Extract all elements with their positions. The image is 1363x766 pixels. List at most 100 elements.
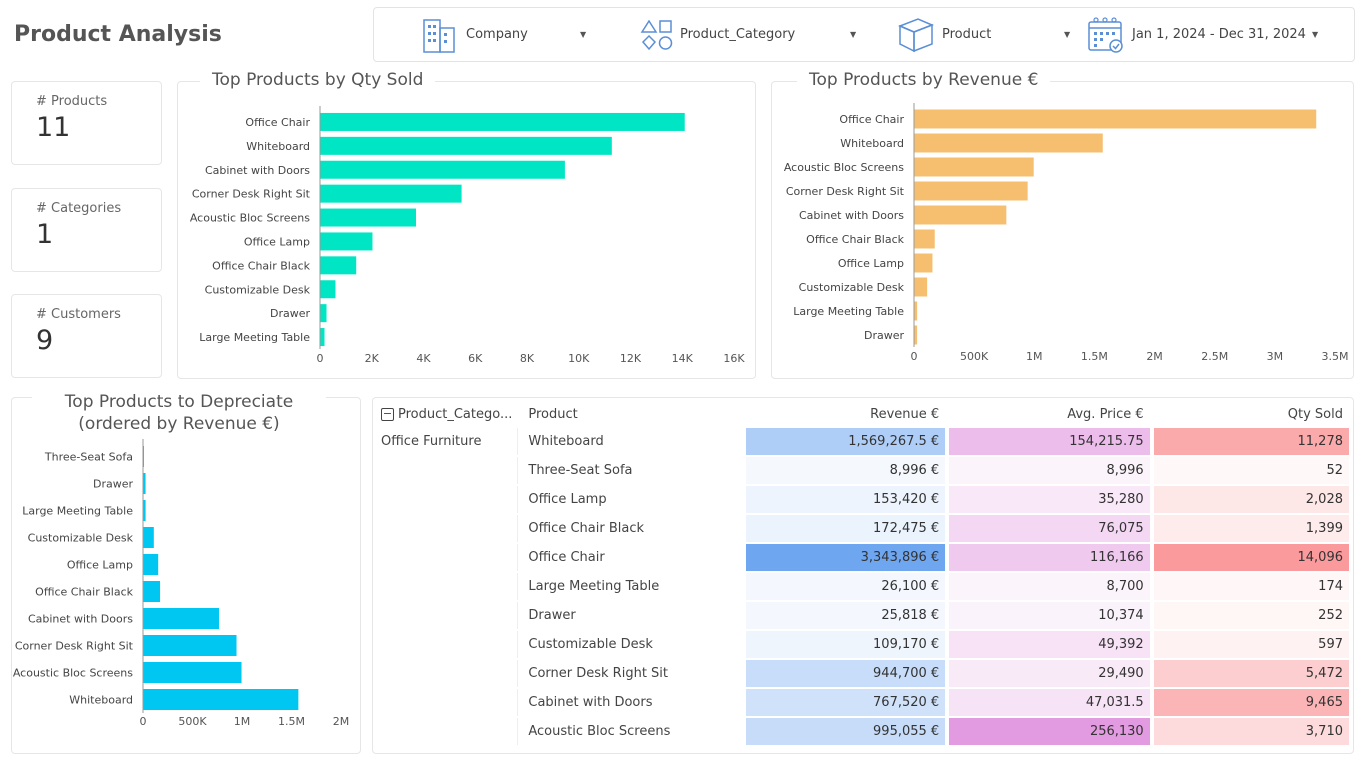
table-row[interactable]: Cabinet with Doors 767,520 €47,031.5 9,465 — [379, 689, 1349, 716]
col-header-qty-sold[interactable]: Qty Sold — [1154, 402, 1349, 426]
bar[interactable] — [143, 689, 298, 710]
category-label: Corner Desk Right Sit — [192, 188, 311, 201]
col-header-product[interactable]: Product — [522, 402, 742, 426]
bar[interactable] — [143, 554, 158, 575]
chevron-down-icon[interactable]: ▼ — [1312, 30, 1318, 39]
category-label: Drawer — [270, 307, 310, 320]
bar[interactable] — [143, 635, 237, 656]
category-label: Acoustic Bloc Screens — [784, 161, 904, 174]
bar[interactable] — [320, 328, 325, 346]
bar[interactable] — [320, 185, 462, 203]
x-tick-label: 1M — [1026, 350, 1043, 363]
bar[interactable] — [320, 161, 565, 179]
x-tick-label: 3M — [1267, 350, 1284, 363]
cell-revenue: 8,996 € — [746, 457, 945, 484]
x-tick-label: 2K — [365, 352, 380, 365]
filter-company[interactable]: Company ▼ — [420, 8, 528, 61]
kpi-customers: # Customers 9 — [11, 294, 162, 378]
bar[interactable] — [914, 230, 935, 249]
bar[interactable] — [914, 110, 1316, 129]
table-row[interactable]: Office Furniture Whiteboard 1,569,267.5 €1… — [379, 428, 1349, 455]
cell-category — [379, 544, 518, 571]
category-label: Office Lamp — [244, 235, 310, 248]
kpi-products: # Products 11 — [11, 81, 162, 165]
bar[interactable] — [143, 581, 160, 602]
bar[interactable] — [320, 209, 416, 227]
bar[interactable] — [914, 134, 1103, 153]
cell-revenue: 172,475 € — [746, 515, 945, 542]
cell-product: Drawer — [522, 602, 742, 629]
cell-category — [379, 486, 518, 513]
cell-qty-sold: 2,028 — [1154, 486, 1349, 513]
table-row[interactable]: Office Lamp 153,420 €35,280 2,028 — [379, 486, 1349, 513]
x-tick-label: 3.5M — [1322, 350, 1349, 363]
category-label: Office Chair — [839, 113, 904, 126]
x-tick-label: 2M — [333, 715, 350, 728]
bar[interactable] — [914, 182, 1028, 201]
category-label: Office Lamp — [67, 559, 133, 572]
bar[interactable] — [320, 304, 327, 322]
x-tick-label: 12K — [620, 352, 642, 365]
filter-product[interactable]: Product ▼ — [896, 8, 991, 61]
revenue-bar-chart: Office Chair Whiteboard Acoustic Bloc Scre… — [772, 82, 1353, 378]
cell-revenue: 153,420 € — [746, 486, 945, 513]
col-header-avg-price[interactable]: Avg. Price € — [949, 402, 1150, 426]
cell-qty-sold: 52 — [1154, 457, 1349, 484]
category-label: Office Chair Black — [806, 233, 904, 246]
table-row[interactable]: Office Chair 3,343,896 €116,166 14,096 — [379, 544, 1349, 571]
chart-depreciate: Three-Seat Sofa Drawer Large Meeting Table… — [11, 397, 361, 754]
bar[interactable] — [143, 527, 154, 548]
cell-qty-sold: 174 — [1154, 573, 1349, 600]
bar[interactable] — [914, 278, 927, 297]
kpi-value: 11 — [36, 112, 70, 143]
x-tick-label: 10K — [568, 352, 590, 365]
bar[interactable] — [143, 608, 219, 629]
cell-revenue: 995,055 € — [746, 718, 945, 745]
x-tick-label: 500K — [178, 715, 207, 728]
filter-product-category[interactable]: Product_Category ▼ — [640, 8, 795, 61]
cell-category — [379, 689, 518, 716]
category-label: Cabinet with Doors — [799, 209, 904, 222]
kpi-label: # Categories — [36, 201, 121, 216]
category-label: Large Meeting Table — [22, 505, 133, 518]
cell-product: Whiteboard — [522, 428, 742, 455]
bar[interactable] — [914, 158, 1034, 177]
table-row[interactable]: Large Meeting Table 26,100 €8,700 174 — [379, 573, 1349, 600]
table-row[interactable]: Drawer 25,818 €10,374 252 — [379, 602, 1349, 629]
col-header-revenue[interactable]: Revenue € — [746, 402, 945, 426]
category-label: Office Lamp — [838, 257, 904, 270]
bar[interactable] — [320, 232, 372, 250]
cell-product: Large Meeting Table — [522, 573, 742, 600]
bar[interactable] — [914, 206, 1006, 225]
category-label: Corner Desk Right Sit — [786, 185, 905, 198]
bar[interactable] — [320, 256, 356, 274]
table-row[interactable]: Corner Desk Right Sit 944,700 €29,490 5,47… — [379, 660, 1349, 687]
bar[interactable] — [320, 280, 335, 298]
bar[interactable] — [914, 254, 932, 273]
table-row[interactable]: Acoustic Bloc Screens 995,055 €256,130 3,7… — [379, 718, 1349, 745]
col-header-label: Product_Catego... — [398, 407, 512, 422]
table-row[interactable]: Three-Seat Sofa 8,996 €8,996 52 — [379, 457, 1349, 484]
cell-qty-sold: 3,710 — [1154, 718, 1349, 745]
category-label: Customizable Desk — [28, 532, 134, 545]
category-label: Corner Desk Right Sit — [15, 640, 134, 653]
cell-avg-price: 154,215.75 — [949, 428, 1150, 455]
collapse-icon[interactable]: − — [381, 408, 394, 421]
chevron-down-icon[interactable]: ▼ — [580, 30, 586, 39]
cell-qty-sold: 252 — [1154, 602, 1349, 629]
bar[interactable] — [320, 113, 685, 131]
col-header-category[interactable]: − Product_Catego... — [379, 402, 518, 426]
chevron-down-icon[interactable]: ▼ — [1064, 30, 1070, 39]
table-row[interactable]: Customizable Desk 109,170 €49,392 597 — [379, 631, 1349, 658]
category-label: Customizable Desk — [205, 283, 311, 296]
x-tick-label: 0 — [140, 715, 147, 728]
table-row[interactable]: Office Chair Black 172,475 €76,075 1,399 — [379, 515, 1349, 542]
bar[interactable] — [143, 662, 242, 683]
filter-date-range[interactable]: Jan 1, 2024 - Dec 31, 2024 ▼ — [1086, 8, 1306, 61]
chart-title-depreciate: Top Products to Depreciate (ordered by R… — [32, 391, 326, 435]
kpi-categories: # Categories 1 — [11, 188, 162, 272]
cell-avg-price: 29,490 — [949, 660, 1150, 687]
x-tick-label: 16K — [723, 352, 745, 365]
bar[interactable] — [320, 137, 612, 155]
chevron-down-icon[interactable]: ▼ — [850, 30, 856, 39]
